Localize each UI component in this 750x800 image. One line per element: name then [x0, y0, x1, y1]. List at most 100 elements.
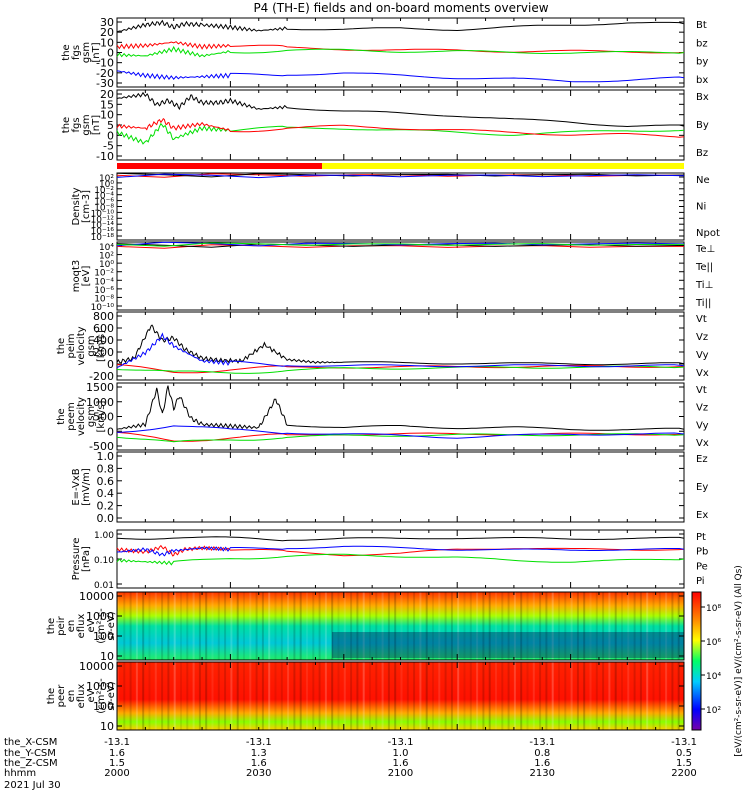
colorbar-label: [eV/(cm²-s-sr-eV)] eV/(cm²-s-sr-eV) (All…: [734, 565, 744, 757]
spectrogram-peir: [117, 592, 684, 660]
spectrogram-streak: [621, 662, 623, 730]
spectrogram-streak: [243, 592, 245, 660]
y-tick-label: 400: [93, 334, 114, 347]
spectrogram-streak: [243, 662, 245, 730]
spectrogram-streak: [287, 662, 290, 730]
spectrogram-streak: [432, 662, 434, 730]
legend-peem: Vt: [696, 385, 707, 396]
spectrogram-streak: [230, 662, 233, 730]
y-tick-label: 10: [100, 720, 114, 733]
spectrogram-streak: [375, 662, 378, 730]
y-tick-label: 1.0: [97, 450, 115, 463]
y-tick-label: 10⁻²: [94, 186, 114, 196]
legend-temp: Te⊥: [695, 244, 715, 255]
legend-fgs: bz: [696, 38, 708, 49]
spectrogram-streak: [381, 662, 384, 730]
spectrogram-streak: [312, 662, 315, 730]
spectrogram-streak: [356, 592, 359, 660]
spectrogram-streak: [148, 592, 151, 660]
spectrogram-streak: [287, 592, 290, 660]
spectrogram-streak: [356, 662, 359, 730]
y-tick-label: 1500: [86, 381, 114, 394]
y-axis-label: eV: [86, 689, 97, 702]
spectrogram-streak: [142, 592, 145, 660]
y-axis-label: gsm: [86, 335, 97, 356]
legend-fgs_gsm: Bz: [696, 148, 708, 159]
colorbar-tick-label: 10²: [706, 706, 721, 716]
y-axis-label: [km/s]: [96, 400, 107, 432]
y-axis-label: sr-eV): [106, 681, 117, 710]
y-tick-label: 30: [100, 16, 114, 29]
legend-peim: Vy: [696, 350, 709, 361]
series-line-temp: [116, 242, 685, 247]
legend-fgs: by: [696, 57, 708, 68]
legend-density: Ni: [696, 202, 706, 213]
spectrogram-streak: [576, 592, 579, 660]
spectrogram-streak: [400, 662, 403, 730]
spectrogram-streak: [293, 592, 296, 660]
footer-tick-value: -13.1: [104, 737, 130, 748]
colorbar-gradient: [691, 591, 702, 731]
legend-pressure: Pi: [696, 576, 705, 587]
spectrogram-streak: [406, 662, 409, 730]
spectrogram-streak: [425, 592, 428, 660]
y-axis-label: peem: [66, 402, 77, 430]
spectrogram-streak: [621, 592, 623, 660]
spectrogram-streak: [154, 592, 157, 660]
y-axis-label: the: [46, 618, 57, 634]
spectrogram-streak: [217, 592, 220, 660]
spectrogram-streak: [306, 592, 308, 660]
spectrogram-streak: [570, 662, 573, 730]
spectrogram-streak: [324, 592, 327, 660]
spectrogram-streak: [161, 662, 164, 730]
y-tick-label: -20: [96, 67, 114, 80]
y-axis-label: the: [61, 117, 72, 133]
spectrogram-streak: [318, 592, 321, 660]
spectrogram-streak: [419, 592, 422, 660]
spectrogram-streak: [324, 662, 327, 730]
y-tick-label: 500: [93, 411, 114, 424]
spectrogram-streak: [595, 592, 598, 660]
y-tick-label: 100: [93, 630, 114, 643]
spectrogram-streak: [652, 662, 655, 730]
spectrogram-peer: [117, 662, 684, 730]
spectrogram-streak: [482, 592, 485, 660]
y-tick-label: 1.00: [94, 531, 114, 541]
spectrogram-streak: [520, 592, 523, 660]
spectrogram-streak: [268, 592, 271, 660]
series-line-peim: [116, 364, 685, 374]
y-tick-label: 10⁴: [99, 243, 114, 253]
spectrogram-streak: [608, 662, 611, 730]
series-line-fgs: [116, 41, 685, 54]
y-tick-label: 10⁻⁶: [94, 286, 114, 296]
legend-pressure: Pb: [696, 547, 708, 558]
spectrogram-streak: [123, 662, 126, 730]
spectrogram-streak: [639, 592, 642, 660]
spectrogram-streak: [539, 592, 542, 660]
spectrogram-streak: [520, 662, 523, 730]
legend-peem: Vx: [696, 438, 709, 449]
spectrogram-streak: [280, 592, 283, 660]
spectrogram-streak: [671, 662, 674, 730]
spectrogram-streak: [362, 662, 365, 730]
y-tick-label: 0: [107, 129, 114, 142]
series-line-fgs: [116, 19, 685, 33]
legend-peim: Vt: [696, 314, 707, 325]
colorbar-tick-label: 10⁸: [706, 604, 721, 614]
spectrogram-streak: [589, 592, 592, 660]
spectrogram-streak: [198, 662, 201, 730]
legend-density: Npot: [696, 228, 720, 239]
legend-efield: Ey: [696, 482, 708, 493]
spectrogram-streak: [608, 592, 611, 660]
footer-tick-value: 2030: [246, 768, 271, 779]
spectrogram-streak: [117, 662, 119, 730]
legend-fgs: bx: [696, 75, 708, 86]
y-axis-label: peer: [56, 684, 67, 708]
y-tick-label: 10⁻⁸: [94, 204, 114, 214]
y-axis-label: [eV]: [81, 266, 92, 287]
spectrogram-streak: [387, 662, 390, 730]
spectrogram-streak: [463, 592, 466, 660]
y-tick-label: 1000: [86, 610, 114, 623]
spectrogram-streak: [539, 662, 542, 730]
